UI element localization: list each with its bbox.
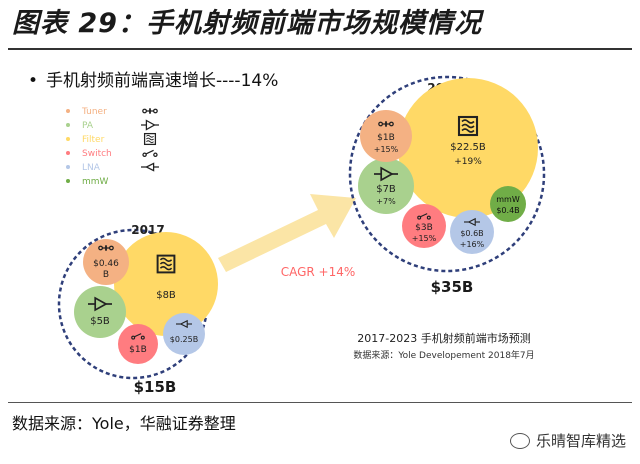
- filter-icon: [143, 132, 157, 146]
- switch-icon-lever: [134, 333, 142, 338]
- lna-icon: [144, 162, 155, 172]
- legend-dot-pa: [66, 123, 70, 127]
- bubble-2023-filter: [398, 78, 538, 218]
- title-divider: [8, 48, 632, 50]
- legend-label-lna: LNA: [82, 163, 101, 173]
- bubble-2017-tuner: [83, 239, 129, 285]
- bubble-2017-filter-label: $8B: [156, 290, 176, 301]
- bubble-2023-switch-growth: +15%: [412, 234, 437, 243]
- tuner-icon-end: [152, 108, 158, 114]
- bubble-2023-tuner: [360, 110, 412, 162]
- switch-icon-lever: [420, 213, 428, 218]
- filter-icon-wave: [146, 134, 154, 138]
- filter-icon-wave: [461, 123, 475, 129]
- tuner-icon-end: [388, 121, 394, 127]
- switch-icon: [142, 152, 147, 158]
- bullet: •: [28, 71, 39, 91]
- watermark: 乐晴智库精选: [509, 430, 626, 451]
- chart-note: 数据来源：Yole Developement 2018年7月: [353, 349, 534, 361]
- tuner-icon-cap: [385, 121, 387, 127]
- bubble-2017-tuner-label-unit: B: [103, 270, 109, 280]
- bubble-2023-filter-growth: +19%: [454, 157, 482, 167]
- bubble-2023-pa-label: $7B: [376, 184, 396, 195]
- filter-icon-wave: [159, 266, 173, 271]
- bubble-2017-tuner-label: $0.46: [93, 259, 119, 269]
- bubble-2023-tuner-growth: +15%: [374, 145, 399, 154]
- legend-dot-filter: [66, 137, 70, 141]
- bubble-2023-switch-label: $3B: [415, 223, 433, 233]
- cagr-label: CAGR +14%: [281, 265, 356, 279]
- bubble-2023-filter-label: $22.5B: [450, 142, 486, 153]
- group-2023-total: $35B: [431, 278, 474, 296]
- switch-icon-lever: [145, 149, 154, 155]
- tuner-icon: [142, 108, 148, 114]
- switch-icon-end: [140, 335, 145, 340]
- bubble-2023-switch: [402, 204, 446, 248]
- bubble-2023-lna-growth: +16%: [460, 240, 485, 249]
- lna-icon: [467, 217, 476, 227]
- filter-icon-wave: [146, 140, 154, 144]
- legend-label-tuner: Tuner: [81, 107, 107, 117]
- tuner-icon: [98, 245, 104, 251]
- source-divider: [8, 402, 632, 403]
- tuner-icon-cap: [105, 245, 107, 251]
- bubble-2023-lna-label: $0.6B: [460, 229, 483, 238]
- bubble-2023-pa: [358, 158, 414, 214]
- source-note: 数据来源：Yole，华融证券整理: [12, 414, 236, 433]
- switch-icon: [131, 335, 136, 340]
- group-2023-outline: [348, 75, 546, 273]
- filter-icon: [457, 115, 479, 137]
- bubble-2017-switch: [118, 324, 158, 364]
- subtitle-text: 手机射频前端高速增长----14%: [46, 71, 279, 91]
- filter-icon-wave: [461, 119, 475, 124]
- filter-icon: [156, 254, 176, 274]
- bubble-2017-filter: [114, 232, 218, 336]
- bubble-2017-lna-label: $0.25B: [170, 335, 198, 344]
- pa-icon: [94, 296, 108, 312]
- legend-dot-switch: [66, 151, 70, 155]
- tuner-icon-cap: [149, 108, 151, 114]
- switch-icon: [417, 215, 422, 220]
- watermark-text: 乐晴智库精选: [535, 432, 626, 450]
- bubble-2023-mmw: [490, 186, 526, 222]
- filter-icon-wave: [159, 257, 173, 262]
- tuner-icon-end: [108, 245, 114, 251]
- filter-icon-wave: [146, 137, 154, 141]
- switch-icon-end: [426, 215, 431, 220]
- legend-dot-mmw: [66, 179, 70, 183]
- legend-dot-tuner: [66, 109, 70, 113]
- bubble-2017-switch-label: $1B: [129, 345, 147, 355]
- bubble-2023-mmw-name: mmW: [496, 195, 520, 204]
- legend-label-switch: Switch: [82, 149, 112, 159]
- legend-label-filter: Filter: [82, 135, 105, 145]
- pa-icon: [145, 119, 156, 131]
- subtitle: • 手机射频前端高速增长----14%: [28, 66, 278, 91]
- bubble-2023-lna: [450, 210, 494, 254]
- legend-label-pa: PA: [82, 121, 94, 131]
- bubble-2017-pa: [74, 286, 126, 338]
- figure-title: 图表 29：手机射频前端市场规模情况: [12, 8, 482, 39]
- switch-icon-end: [153, 152, 158, 158]
- bubble-2023-tuner-label: $1B: [377, 133, 395, 143]
- bubble-2023-mmw-label: $0.4B: [496, 206, 519, 215]
- legend-label-mmw: mmW: [82, 177, 109, 187]
- bubble-2017-pa-label: $5B: [90, 316, 110, 327]
- filter-icon-wave: [461, 128, 475, 133]
- group-2017-total: $15B: [134, 378, 177, 396]
- legend-dot-lna: [66, 165, 70, 169]
- pa-icon: [380, 166, 394, 182]
- lna-icon: [179, 319, 188, 329]
- filter-icon-wave: [159, 261, 173, 267]
- chart-title: 2017-2023 手机射频前端市场预测: [357, 331, 530, 345]
- bubble-2017-lna: [163, 313, 205, 355]
- bubble-2023-pa-growth: +7%: [376, 197, 396, 206]
- growth-arrow: [218, 194, 356, 272]
- wechat-icon: [509, 432, 530, 449]
